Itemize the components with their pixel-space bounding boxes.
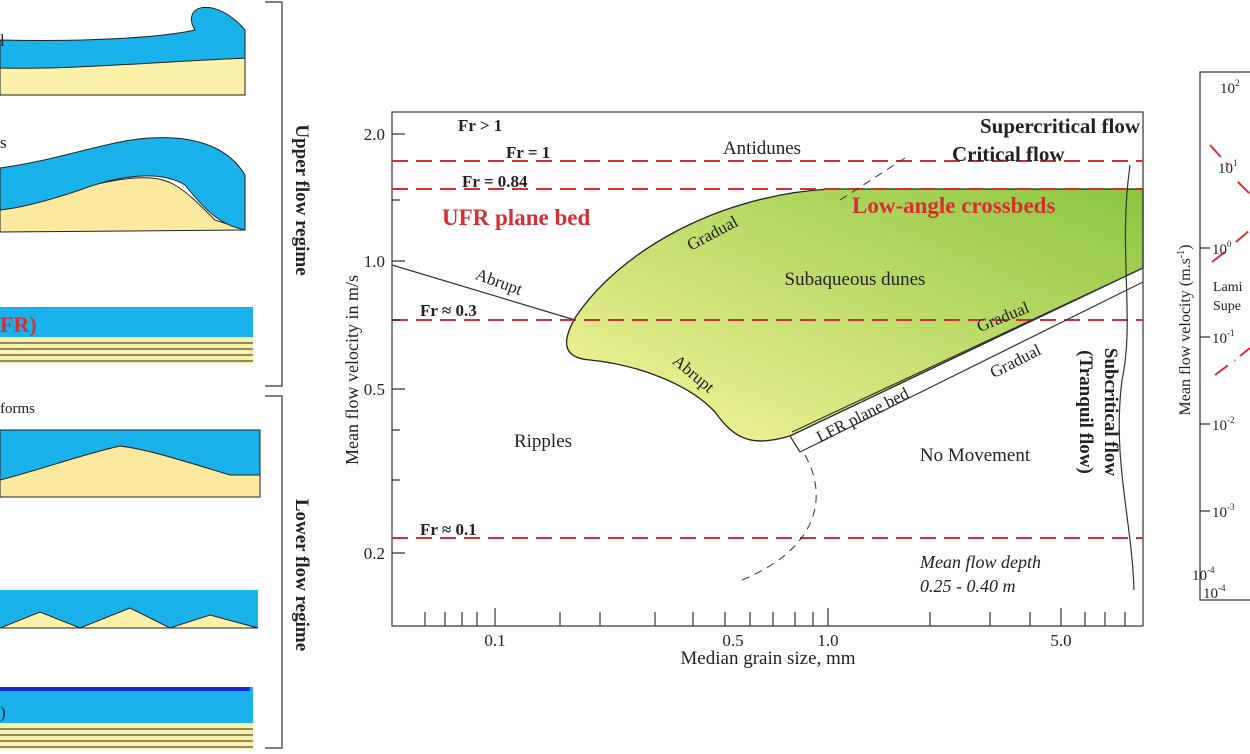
y-axis-label: Mean flow velocity in m/s <box>342 275 362 465</box>
bracket-label: Lower flow regime <box>291 499 312 651</box>
tick-base: 10 <box>1218 161 1233 177</box>
x-tick-label: 1.0 <box>817 631 838 650</box>
y-tick-label: 10-1 <box>1212 328 1235 347</box>
y-tick-label: 10-4 <box>1203 583 1226 602</box>
center-plot: Mean flow velocity in m/s Median grain si… <box>342 111 1144 669</box>
tick-base: 10 <box>1212 242 1227 258</box>
froude-label: Fr > 1 <box>458 116 502 135</box>
right-panel: Mean flow velocity (m.s-1) Lami Supe 102… <box>1176 71 1250 602</box>
partial-label: Lami <box>1213 280 1243 295</box>
x-axis-label: Median grain size, mm <box>680 648 855 669</box>
partial-label: Supe <box>1213 299 1241 314</box>
y-tick-label: 10-2 <box>1212 415 1235 434</box>
tick-exponent: -1 <box>1227 328 1235 338</box>
tick-base: 10 <box>1212 418 1227 434</box>
partial-label: s <box>0 133 7 152</box>
froude-label: Fr = 1 <box>506 143 550 162</box>
region-label: Antidunes <box>723 138 801 159</box>
partial-label: ) <box>0 703 6 722</box>
partial-label: FR) <box>0 312 37 337</box>
y-tick-label: 0.2 <box>364 544 385 563</box>
boundary-label: Gradual <box>987 340 1045 382</box>
y-tick-label: 2.0 <box>364 125 385 144</box>
partial-label: forms <box>0 401 35 417</box>
y-axis-label: Mean flow velocity (m.s-1) <box>1176 245 1194 416</box>
paren: ) <box>1177 245 1194 250</box>
tick-exponent: 1 <box>1233 158 1238 168</box>
tick-exponent: 0 <box>1227 239 1232 249</box>
depth-note: 0.25 - 0.40 m <box>920 576 1016 596</box>
tick-exponent: 2 <box>1235 78 1240 88</box>
flow-label: Supercritical flow <box>980 114 1141 138</box>
boundary-label: Abrupt <box>473 265 525 299</box>
tick-exponent: -3 <box>1227 502 1235 512</box>
tick-base: 10 <box>1212 505 1227 521</box>
flow-label: Critical flow <box>952 142 1065 166</box>
y-tick-label: 10-4 <box>1192 565 1215 584</box>
region-label: Subaqueous dunes <box>785 269 926 290</box>
subcritical-label: Subcritical flow <box>1100 348 1121 477</box>
tick-base: 10 <box>1192 568 1207 584</box>
froude-label: Fr ≈ 0.3 <box>420 301 477 320</box>
tick-base: 10 <box>1203 586 1218 602</box>
region-label: No Movement <box>920 445 1031 466</box>
froude-label: Fr = 0.84 <box>462 172 528 191</box>
y-tick-label: 10-3 <box>1212 502 1235 521</box>
tick-base: 10 <box>1220 81 1235 97</box>
left-panel: l s FR) forms ) Upper flow regime Lower … <box>0 1 312 749</box>
region-label: Ripples <box>514 431 572 452</box>
y-tick-label: 1.0 <box>364 252 385 271</box>
y-tick-label: 101 <box>1218 158 1238 177</box>
x-tick-label: 0.1 <box>484 631 505 650</box>
x-tick-label: 0.5 <box>722 631 743 650</box>
subcritical-label: (Tranquil flow) <box>1075 350 1096 474</box>
depth-note: Mean flow depth <box>919 552 1041 572</box>
y-tick-label: 0.5 <box>364 380 385 399</box>
tick-base: 10 <box>1212 331 1227 347</box>
froude-label: Fr ≈ 0.1 <box>420 520 477 539</box>
y-tick-label: 100 <box>1212 239 1232 258</box>
x-tick-label: 5.0 <box>1050 631 1071 650</box>
tick-exponent: -2 <box>1227 415 1235 425</box>
tick-exponent: -4 <box>1207 565 1215 575</box>
partial-label: l <box>0 31 5 50</box>
red-label: Low-angle crossbeds <box>852 193 1055 218</box>
y-tick-label: 102 <box>1220 78 1240 97</box>
label-exponent: -1 <box>1176 250 1187 258</box>
red-label: UFR plane bed <box>442 205 590 230</box>
tick-exponent: -4 <box>1218 583 1226 593</box>
label: Mean flow velocity (m.s <box>1177 258 1194 415</box>
bracket-label: Upper flow regime <box>291 124 312 275</box>
